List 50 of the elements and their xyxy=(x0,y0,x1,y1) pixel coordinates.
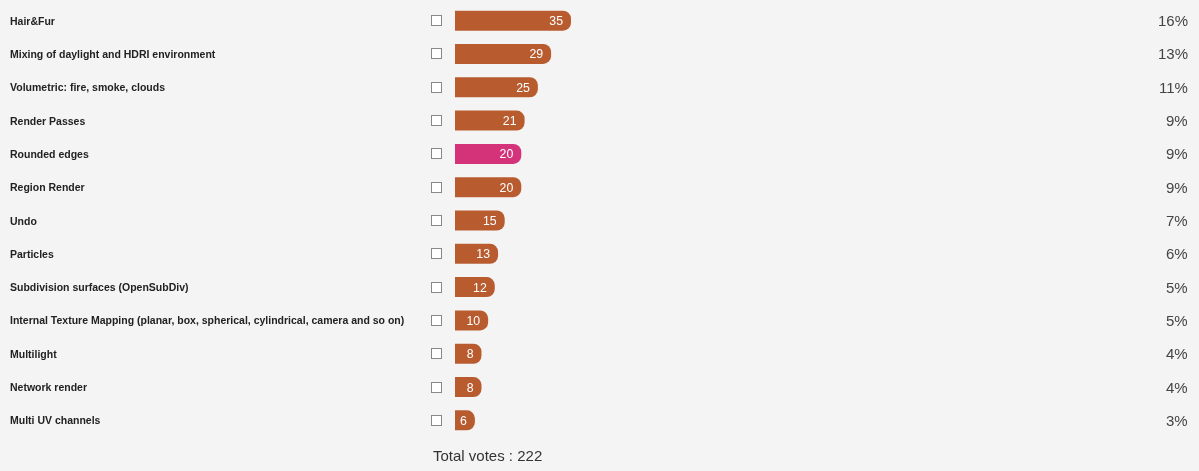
data-label: 13 xyxy=(476,247,491,262)
y-tick-label: Internal Texture Mapping (planar, box, spherical, cylindrical, camera and so on) xyxy=(10,314,405,326)
data-label: 6 xyxy=(460,413,468,428)
data-label: 29 xyxy=(529,47,544,62)
y-tick-label: Hair&Fur xyxy=(10,15,55,27)
text: 4% xyxy=(1166,345,1188,362)
data-label: 8 xyxy=(466,380,474,395)
y-tick-label: Render Passes xyxy=(10,115,86,127)
y-tick-label: Rounded edges xyxy=(10,148,89,160)
text: 7% xyxy=(1166,212,1188,229)
y-tick-label: Subdivision surfaces (OpenSubDiv) xyxy=(10,281,189,293)
text: Total votes : 222 xyxy=(433,447,543,464)
data-label: 10 xyxy=(466,313,481,328)
y-tick-label: Multi UV channels xyxy=(10,414,101,426)
bar xyxy=(455,143,522,164)
bar xyxy=(455,10,571,31)
bar xyxy=(455,377,482,398)
text: 9% xyxy=(1166,145,1188,162)
bar xyxy=(455,243,499,264)
bar xyxy=(455,77,538,98)
y-tick-label: Undo xyxy=(10,215,37,227)
data-label: 35 xyxy=(549,14,564,29)
data-label: 8 xyxy=(466,347,474,362)
text: 11% xyxy=(1159,79,1188,96)
text: 4% xyxy=(1166,379,1188,396)
y-tick-label: Mixing of daylight and HDRI environment xyxy=(10,48,216,60)
text: 3% xyxy=(1166,412,1188,429)
data-label: 25 xyxy=(516,80,530,95)
y-tick-label: Particles xyxy=(10,248,54,260)
bar xyxy=(455,343,482,364)
y-tick-label: Volumetric: fire, smoke, clouds xyxy=(10,81,166,93)
y-tick-label: Region Render xyxy=(10,181,85,193)
text: 5% xyxy=(1166,279,1188,296)
data-label: 21 xyxy=(502,114,517,129)
data-label: 20 xyxy=(499,147,514,162)
y-tick-label: Multilight xyxy=(10,348,58,360)
text: 6% xyxy=(1166,245,1188,262)
bar xyxy=(455,110,525,131)
text: 9% xyxy=(1166,112,1188,129)
bar xyxy=(455,277,495,298)
bar xyxy=(455,177,522,198)
data-label: 15 xyxy=(482,214,497,229)
text: 16% xyxy=(1158,12,1189,29)
data-label: 20 xyxy=(499,180,514,195)
y-tick-label: Network render xyxy=(10,381,88,393)
bar xyxy=(455,43,552,64)
text: 9% xyxy=(1166,179,1188,196)
text: 5% xyxy=(1166,312,1188,329)
text: 13% xyxy=(1158,45,1189,62)
data-label: 12 xyxy=(473,280,487,295)
